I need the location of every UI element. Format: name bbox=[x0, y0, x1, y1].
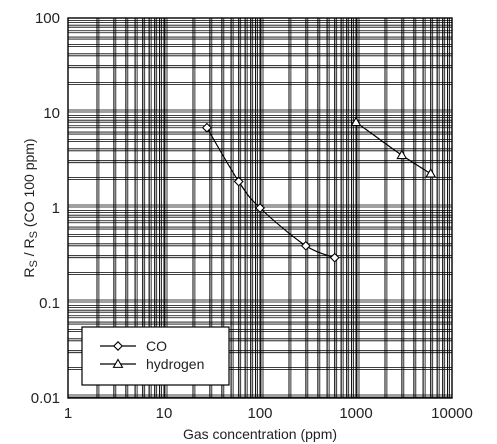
legend-label: CO bbox=[146, 338, 167, 354]
series-line-hydrogen bbox=[355, 121, 432, 175]
y-tick-label: 0.1 bbox=[39, 295, 60, 312]
data-point-hydrogen bbox=[350, 116, 362, 127]
y-axis-title-subscript: S bbox=[28, 260, 40, 267]
y-axis-title-part: R bbox=[21, 267, 37, 277]
series-hydrogen bbox=[350, 116, 437, 178]
legend-marker-hydrogen bbox=[112, 358, 124, 368]
legend-marker-co bbox=[113, 341, 123, 351]
data-point-co bbox=[300, 240, 311, 251]
x-tick-label: 1000 bbox=[339, 405, 372, 422]
x-tick-label: 1 bbox=[64, 405, 72, 422]
legend-label: hydrogen bbox=[146, 356, 204, 372]
legend-item-hydrogen: hydrogen bbox=[100, 356, 204, 372]
x-axis-title: Gas concentration (ppm) bbox=[183, 426, 337, 442]
y-tick-label: 0.01 bbox=[31, 390, 60, 407]
data-point-co bbox=[233, 176, 244, 187]
legend: CO hydrogen bbox=[81, 326, 230, 386]
series-line-co bbox=[206, 127, 335, 259]
y-tick-label: 100 bbox=[35, 10, 60, 27]
x-tick-label: 100 bbox=[247, 405, 272, 422]
data-point-hydrogen bbox=[425, 168, 437, 178]
data-point-co bbox=[201, 122, 212, 133]
tick-labels: 1 10 100 1000 10000 0.01 0.1 1 10 100 bbox=[31, 10, 473, 422]
legend-item-co: CO bbox=[100, 338, 167, 354]
y-axis-title-part: / R bbox=[21, 238, 37, 260]
x-tick-label: 10 bbox=[156, 405, 173, 422]
x-tick-label: 10000 bbox=[431, 405, 473, 422]
data-point-hydrogen bbox=[396, 149, 408, 160]
series-layer bbox=[201, 116, 437, 263]
y-tick-label: 1 bbox=[52, 200, 60, 217]
series-co bbox=[201, 122, 340, 263]
y-axis-title-part: (CO 100 ppm) bbox=[21, 138, 37, 231]
y-tick-label: 10 bbox=[43, 105, 60, 122]
y-axis-title: RS / RS (CO 100 ppm) bbox=[21, 138, 40, 277]
data-point-co bbox=[329, 252, 340, 263]
plot-frame bbox=[67, 17, 453, 399]
y-axis-title-subscript: S bbox=[28, 231, 40, 238]
legend-box bbox=[81, 326, 230, 386]
data-point-co bbox=[255, 203, 265, 213]
